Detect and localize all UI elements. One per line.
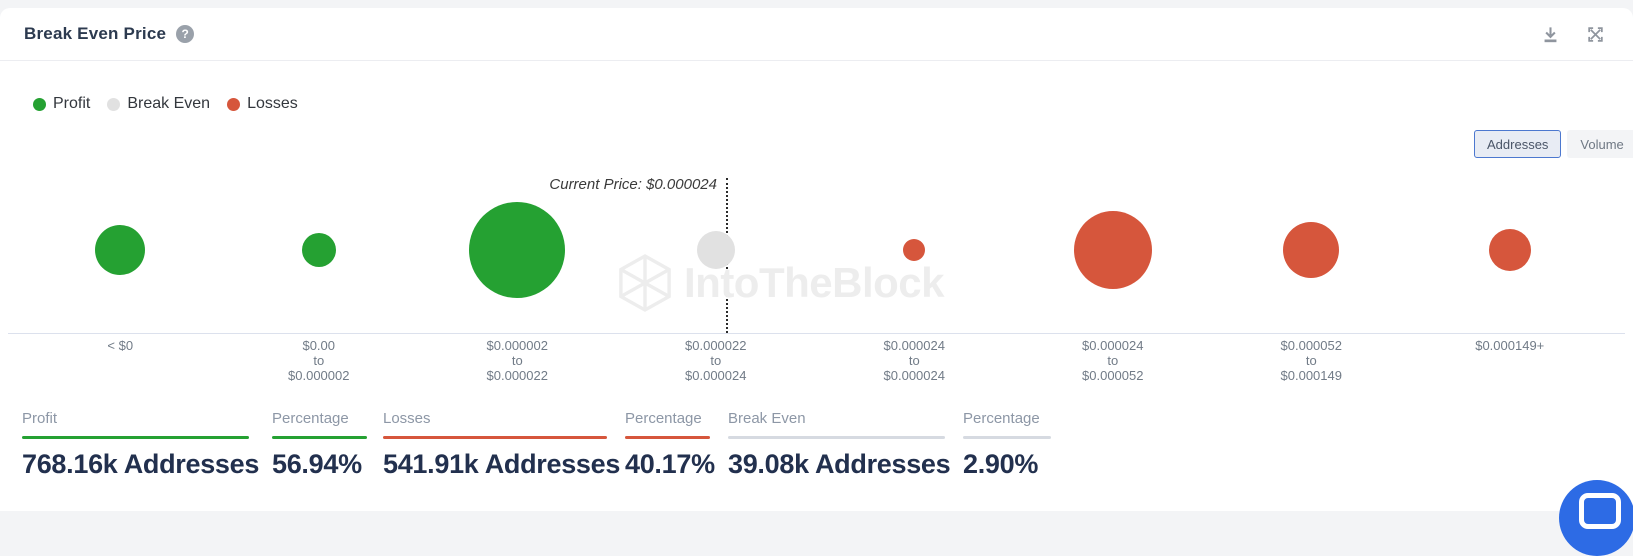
x-axis-label-line: $0.000024 [1082, 338, 1144, 353]
legend-item-losses[interactable]: Losses [227, 95, 298, 113]
stats-row: Profit 768.16k Addresses Percentage 56.94% L… [22, 410, 1051, 480]
x-axis-label-line: $0.000024 [685, 368, 747, 383]
bubble-column-3 [617, 160, 816, 333]
stat-label: Percentage [963, 410, 1040, 427]
bubble-column-2 [418, 160, 617, 333]
x-axis-label-line: < $0 [107, 338, 134, 353]
expand-icon[interactable] [1586, 25, 1605, 44]
x-axis-label-line: $0.000052 [1082, 368, 1144, 383]
chat-icon [1579, 493, 1621, 529]
stat-percentage-1: Percentage 56.94% [272, 410, 367, 480]
bubble-column-7 [1411, 160, 1610, 333]
stat-underline [272, 436, 367, 439]
stat-value: 541.91k Addresses [383, 449, 621, 479]
break-even-price-card: Break Even Price ? Profit Break Even Losse… [0, 8, 1633, 556]
bubble-column-6 [1212, 160, 1411, 333]
header-icons [1541, 8, 1605, 60]
x-axis-label-line: $0.000022 [486, 368, 548, 383]
stat-value: 39.08k Addresses [728, 449, 951, 479]
x-axis-label-line: $0.000002 [486, 338, 548, 353]
legend-item-label: Profit [53, 95, 91, 112]
stat-percentage-3: Percentage 40.17% [625, 410, 715, 480]
x-axis-label-2: $0.000002 to $0.000022 [418, 338, 617, 383]
stat-label: Profit [22, 410, 58, 427]
x-axis-label-0: < $0 [21, 338, 220, 383]
x-axis-label-line: to [710, 353, 722, 368]
x-axis-label-line: to [1107, 353, 1119, 368]
bubble-losses-6[interactable] [1283, 222, 1340, 278]
x-axis-label-line: $0.000002 [288, 368, 350, 383]
x-axis-label-3: $0.000022 to $0.000024 [617, 338, 816, 383]
stat-break-even-4: Break Even 39.08k Addresses [728, 410, 951, 480]
stat-losses-2: Losses 541.91k Addresses [383, 410, 621, 480]
help-icon[interactable]: ? [176, 25, 195, 43]
bubble-losses-7[interactable] [1488, 229, 1531, 271]
stat-label: Break Even [728, 410, 806, 427]
stat-label: Percentage [272, 410, 349, 427]
toggle-volume[interactable]: Volume [1567, 130, 1633, 158]
stat-underline [728, 436, 945, 439]
chat-launcher-button[interactable] [1559, 480, 1633, 556]
bubble-chart: Current Price: $0.000024 < $0 $0.00 to $0.0… [0, 8, 1633, 511]
stat-value: 40.17% [625, 449, 715, 479]
bubble-column-0 [21, 160, 220, 333]
stat-label: Losses [383, 410, 431, 427]
profit-dot-icon [33, 97, 46, 111]
card-header: Break Even Price ? [0, 8, 1633, 61]
toggle-addresses[interactable]: Addresses [1474, 130, 1562, 158]
x-axis-label-6: $0.000052 to $0.000149 [1212, 338, 1411, 383]
stat-percentage-5: Percentage 2.90% [963, 410, 1051, 480]
stat-value: 2.90% [963, 449, 1039, 479]
x-axis-label-line: $0.000149 [1280, 368, 1342, 383]
bubble-profit-2[interactable] [469, 202, 566, 298]
stat-label: Percentage [625, 410, 702, 427]
x-axis-label-line: to [1305, 353, 1317, 368]
legend-item-break-even[interactable]: Break Even [107, 95, 210, 113]
x-axis-label-1: $0.00 to $0.000002 [220, 338, 419, 383]
bubble-profit-0[interactable] [95, 225, 146, 275]
x-axis-label-line: $0.000149+ [1475, 338, 1545, 353]
x-axis-label-5: $0.000024 to $0.000052 [1014, 338, 1213, 383]
legend-item-profit[interactable]: Profit [33, 95, 90, 113]
bubble-break-even-3[interactable] [696, 231, 735, 269]
title-wrap: Break Even Price ? [24, 8, 195, 60]
stat-underline [963, 436, 1051, 439]
x-axis-label-line: $0.000052 [1280, 338, 1342, 353]
legend-item-label: Losses [247, 95, 298, 112]
x-axis-label-line: $0.000022 [685, 338, 747, 353]
bubble-column-5 [1014, 160, 1213, 333]
losses-dot-icon [227, 97, 241, 111]
x-axis-label-line: to [908, 353, 920, 368]
x-axis-label-line: to [511, 353, 523, 368]
stat-value: 768.16k Addresses [22, 449, 260, 479]
x-axis-label-line: $0.00 [302, 338, 336, 353]
bubble-row [21, 160, 1609, 333]
bubble-losses-5[interactable] [1073, 211, 1152, 289]
stat-value: 56.94% [272, 449, 362, 479]
break-even-dot-icon [107, 97, 121, 111]
bubble-column-4 [815, 160, 1014, 333]
stat-underline [625, 436, 710, 439]
x-axis-label-line: $0.000024 [883, 338, 945, 353]
x-axis-label-7: $0.000149+ [1411, 338, 1610, 383]
stat-profit-0: Profit 768.16k Addresses [22, 410, 260, 480]
x-axis-labels: < $0 $0.00 to $0.000002 $0.000002 to $0.000022… [21, 338, 1609, 383]
download-icon[interactable] [1541, 25, 1560, 44]
legend: Profit Break Even Losses [33, 95, 298, 113]
stat-underline [22, 436, 249, 439]
x-axis-line [8, 333, 1625, 334]
bubble-losses-4[interactable] [903, 239, 926, 261]
x-axis-label-line: to [313, 353, 325, 368]
stat-underline [383, 436, 607, 439]
current-price-label: Current Price: $0.000024 [549, 176, 717, 193]
addresses-volume-toggle: Addresses Volume [1474, 130, 1633, 158]
bubble-column-1 [220, 160, 419, 333]
legend-item-label: Break Even [127, 95, 211, 112]
page-title: Break Even Price [24, 24, 167, 43]
bubble-profit-1[interactable] [301, 233, 336, 267]
x-axis-label-line: $0.000024 [883, 368, 945, 383]
x-axis-label-4: $0.000024 to $0.000024 [815, 338, 1014, 383]
